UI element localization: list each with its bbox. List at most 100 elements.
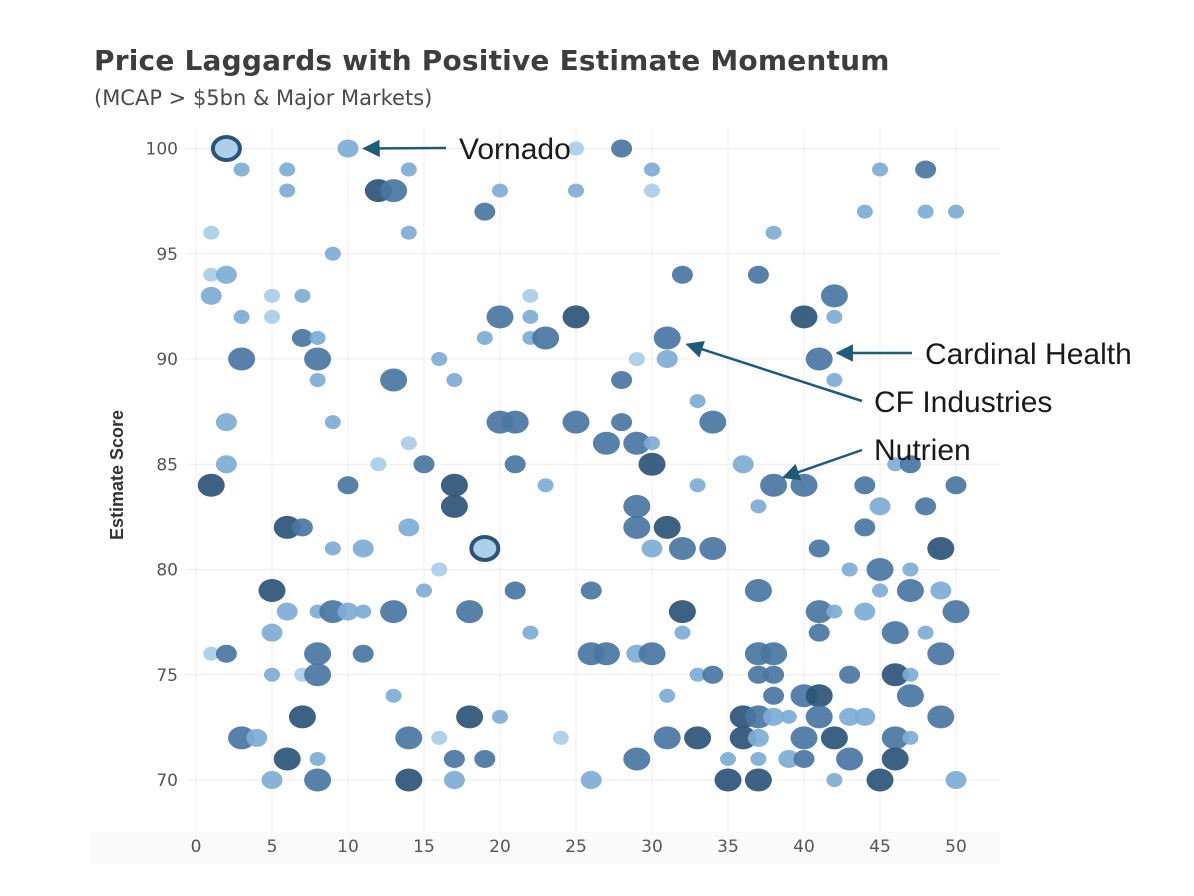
annotation-cardinal-health: Cardinal Health	[925, 338, 1132, 371]
data-point	[623, 747, 651, 771]
data-point	[945, 476, 967, 495]
chart-subtitle: (MCAP > $5bn & Major Markets)	[94, 86, 433, 110]
data-point	[744, 705, 772, 729]
data-point	[747, 728, 769, 747]
data-point	[395, 726, 423, 750]
data-point	[291, 518, 313, 537]
data-point	[826, 773, 843, 787]
data-point	[671, 265, 693, 284]
data-point	[522, 309, 539, 324]
data-point	[233, 309, 250, 324]
data-point	[948, 204, 964, 219]
y-tick-label: 75	[156, 666, 178, 686]
data-point	[805, 705, 833, 729]
data-point	[902, 562, 919, 577]
data-point	[720, 751, 736, 766]
data-point	[215, 413, 237, 432]
data-point	[592, 642, 620, 666]
data-point	[562, 410, 590, 434]
data-point	[854, 518, 876, 537]
points-layer	[197, 135, 970, 792]
data-point	[732, 455, 754, 474]
data-point	[304, 663, 332, 687]
data-point	[400, 436, 417, 451]
data-point	[258, 579, 286, 603]
data-point	[261, 623, 283, 642]
data-point	[273, 747, 301, 771]
data-point	[653, 326, 681, 350]
data-point	[750, 751, 767, 766]
y-axis: 70 75 80 85 90 95 100	[146, 140, 178, 792]
data-point	[291, 328, 313, 347]
data-point	[352, 644, 374, 663]
data-point	[674, 625, 691, 640]
data-point	[945, 771, 967, 789]
data-point	[656, 350, 678, 368]
data-point	[793, 749, 815, 768]
data-point	[689, 478, 706, 493]
data-point	[765, 225, 782, 240]
data-point	[790, 726, 818, 750]
data-point	[805, 600, 833, 624]
data-point	[400, 162, 417, 177]
data-point	[917, 204, 934, 219]
data-point	[826, 604, 843, 619]
data-point	[750, 499, 767, 514]
data-point	[568, 183, 584, 198]
data-point	[469, 534, 501, 562]
data-point	[899, 455, 921, 474]
data-point	[763, 707, 785, 726]
data-point	[623, 515, 651, 539]
data-point	[942, 600, 970, 624]
data-point	[714, 768, 742, 792]
data-point	[881, 621, 909, 645]
data-point	[854, 476, 876, 495]
data-point	[644, 436, 660, 451]
data-point	[261, 771, 283, 789]
data-point	[197, 473, 225, 497]
data-point	[790, 473, 818, 497]
data-point	[887, 457, 904, 472]
data-point	[915, 497, 937, 516]
data-point	[699, 410, 727, 434]
data-point	[246, 728, 268, 747]
data-point	[501, 410, 529, 434]
data-point	[319, 600, 347, 624]
data-point	[446, 373, 463, 388]
data-point	[416, 583, 432, 598]
x-tick-label: 40	[793, 837, 815, 857]
y-tick-label: 85	[156, 455, 178, 475]
data-point	[747, 265, 769, 284]
y-tick-label: 80	[156, 561, 178, 581]
data-point	[763, 665, 785, 684]
data-point	[264, 288, 280, 303]
data-point	[304, 347, 332, 371]
data-point	[805, 684, 833, 708]
data-point	[309, 330, 326, 345]
data-point	[808, 539, 830, 558]
data-point	[456, 600, 484, 624]
data-point	[504, 455, 526, 474]
data-point	[763, 686, 785, 705]
data-point	[638, 452, 666, 476]
data-point	[264, 309, 280, 324]
data-point	[856, 204, 873, 219]
data-point	[820, 284, 848, 308]
x-tick-label: 35	[717, 837, 739, 857]
data-point	[568, 141, 584, 156]
data-point	[532, 326, 560, 350]
x-tick-label: 25	[565, 837, 587, 857]
data-point	[400, 225, 417, 240]
data-point	[623, 494, 651, 518]
data-point	[644, 162, 660, 177]
data-point	[279, 162, 296, 177]
x-tick-label: 45	[869, 837, 891, 857]
data-point	[380, 368, 408, 392]
data-point	[644, 183, 660, 198]
cf-industries-arrow	[685, 340, 863, 403]
x-axis-band	[90, 832, 1000, 864]
data-point	[902, 667, 919, 682]
data-point	[668, 600, 696, 624]
data-point	[504, 581, 526, 600]
data-point	[902, 730, 919, 745]
